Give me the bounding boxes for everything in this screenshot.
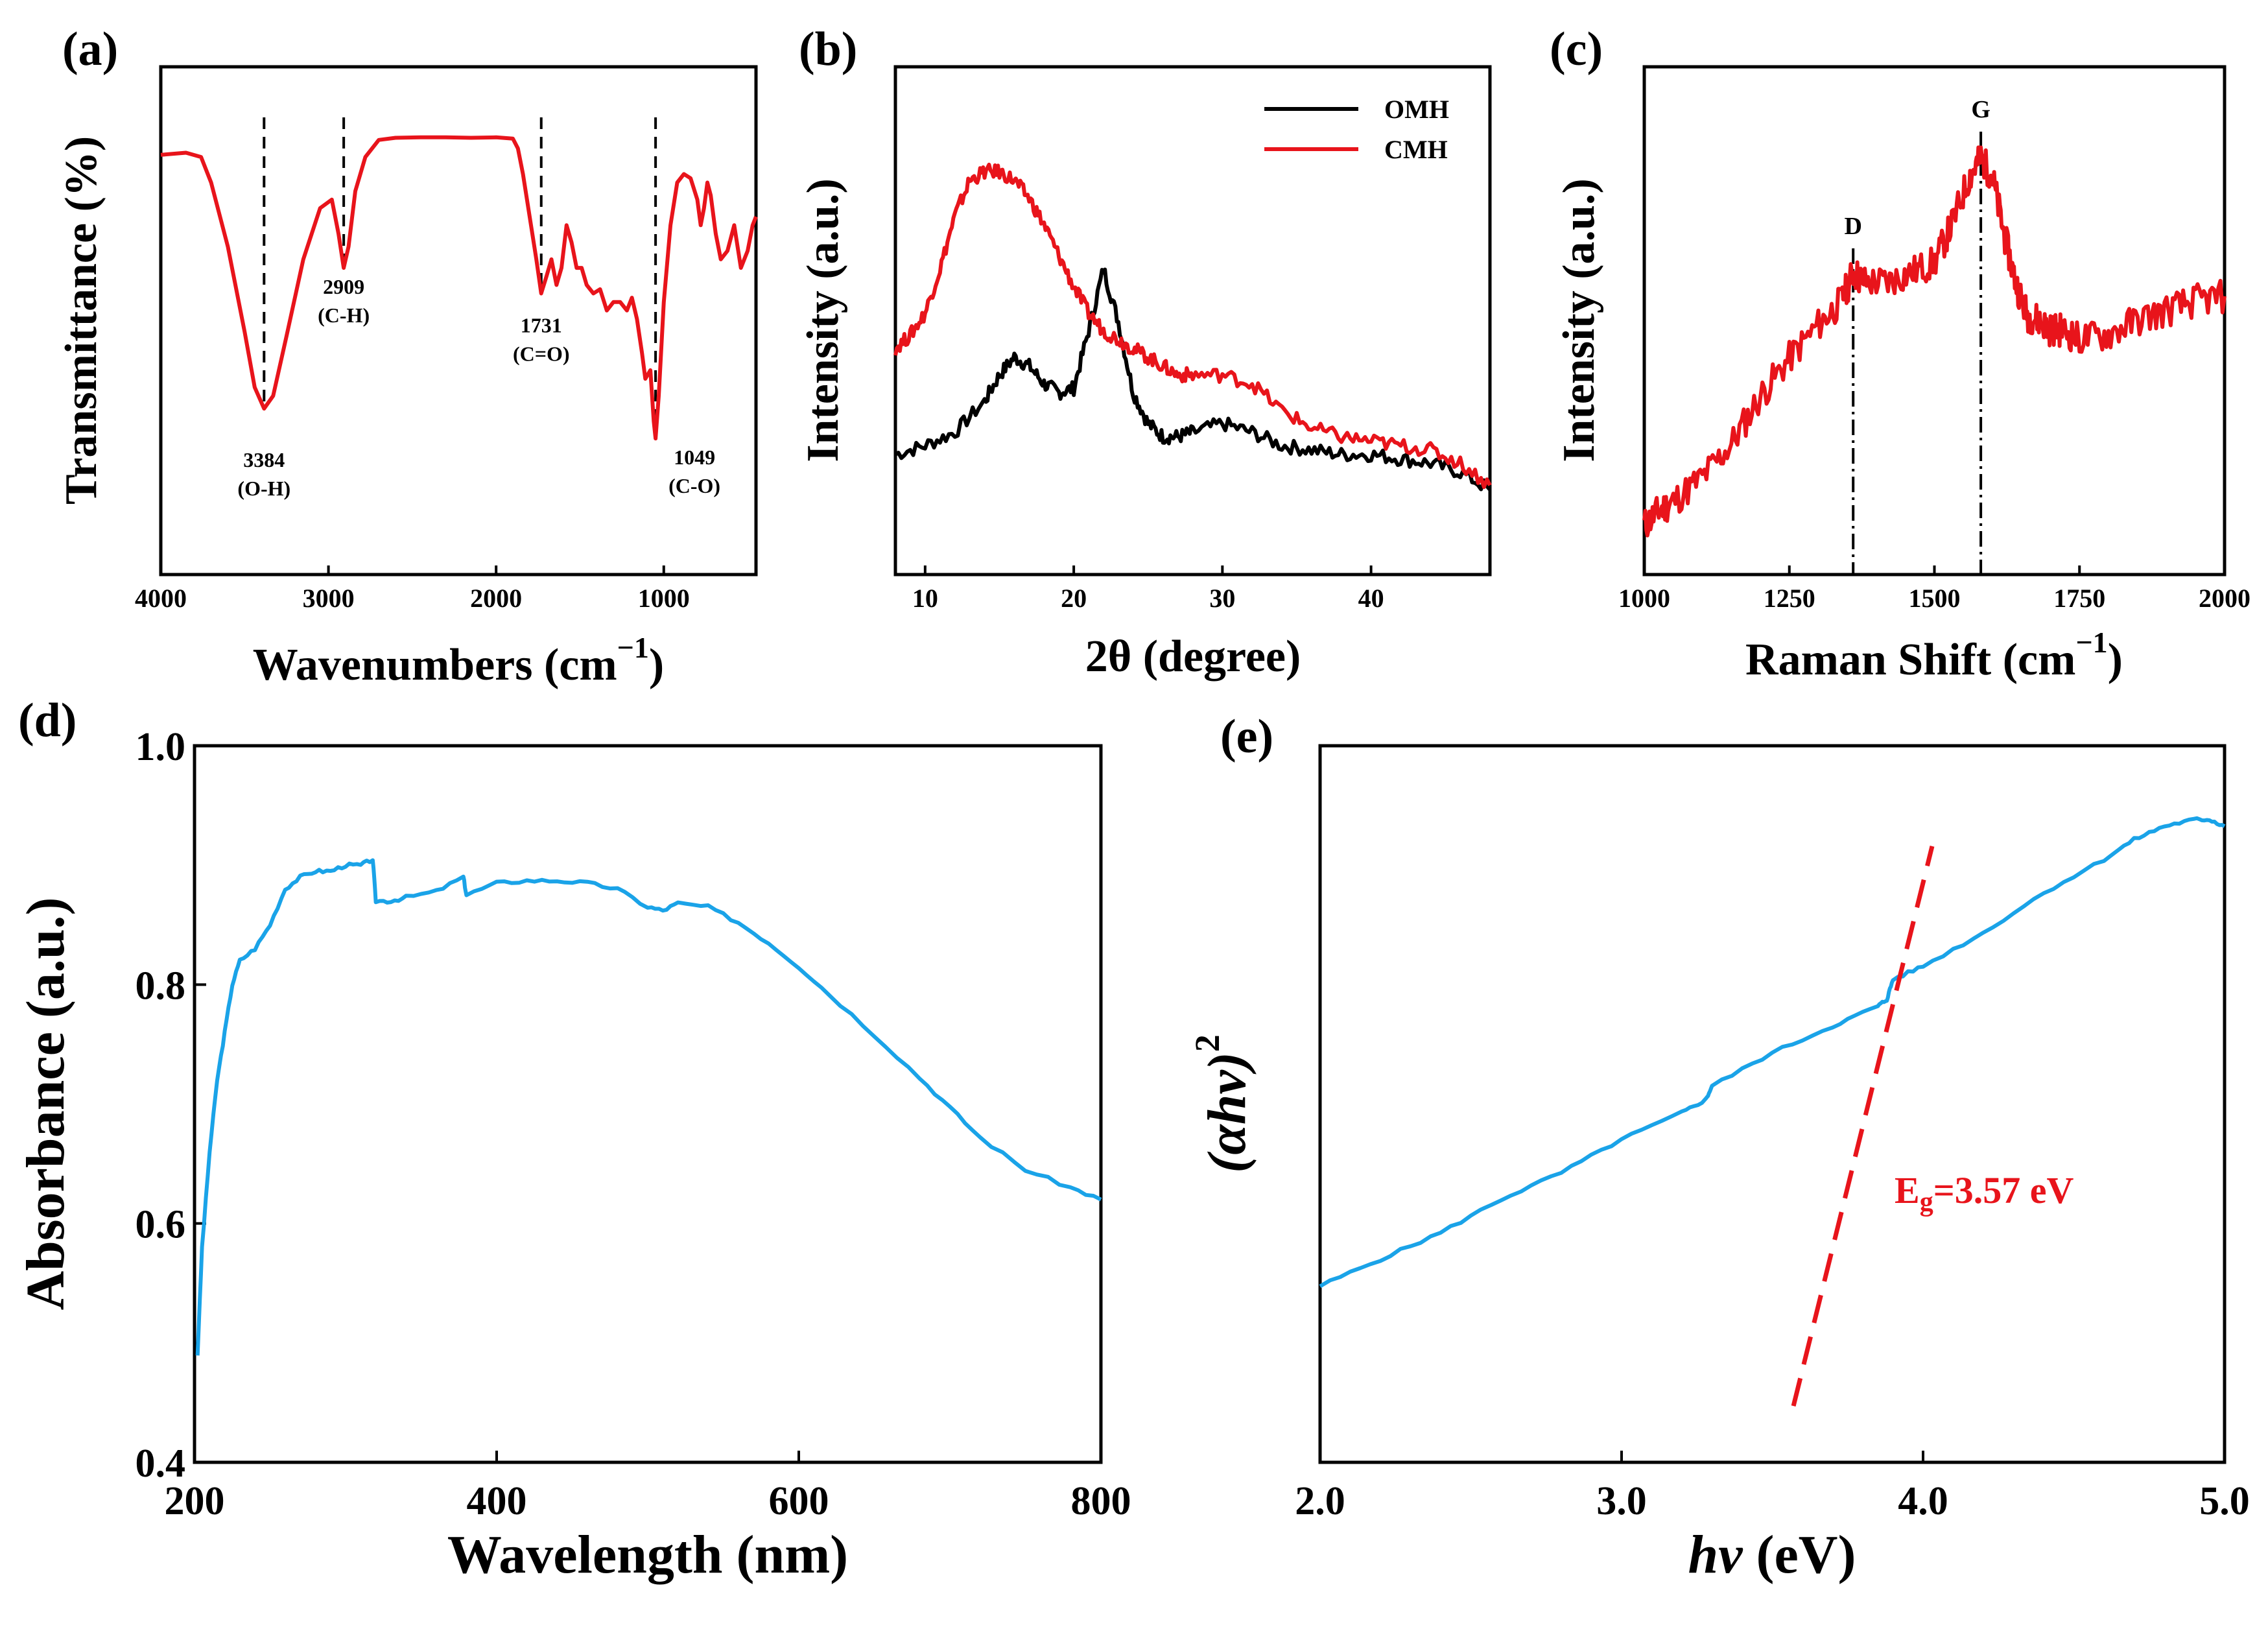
x-axis-label-a: Wavenumbers (cm−1) <box>253 631 664 690</box>
panel-a-ftir: (a) 4000 3000 2000 1000 3384 (O-H) 2909 (C-H) 17… <box>56 23 758 690</box>
x-tick-label-a: 2000 <box>470 584 522 613</box>
plot-frame-b <box>893 65 1492 576</box>
y-axis-label-e-sup: 2 <box>1188 1034 1227 1052</box>
x-axis-label-b: 2θ (degree) <box>1085 632 1301 682</box>
x-axis-label-a-close: ) <box>649 640 664 690</box>
x-tick-label-b: 30 <box>1209 584 1235 613</box>
x-tick-label-c: 1250 <box>1764 584 1815 613</box>
bandgap-label-e: E <box>1895 1169 1920 1211</box>
x-axis-label-c-main: Raman Shift (cm <box>1745 635 2075 685</box>
x-tick-label-b: 10 <box>912 584 938 613</box>
bandgap-label-rest: =3.57 eV <box>1933 1169 2074 1211</box>
x-tick-label-d: 600 <box>769 1479 829 1523</box>
x-tick-label-d: 200 <box>165 1479 225 1523</box>
y-axis-label-d: Absorbance (a.u.) <box>16 897 76 1310</box>
annotation-3384-value: 3384 <box>243 448 285 471</box>
x-tick-label-b: 40 <box>1358 584 1384 613</box>
panel-e-tauc: (e) 2.0 3.0 4.0 5.0 Eg=3.57 eV hν (eV) (αhν… <box>1188 710 2250 1585</box>
x-tick-label-a: 3000 <box>303 584 355 613</box>
series-d-uv-vis <box>195 858 1102 1356</box>
series-a-ftir <box>160 135 758 441</box>
annotation-1731-value: 1731 <box>521 314 562 337</box>
y-tick-label-d: 0.8 <box>136 964 186 1008</box>
x-tick-label-c: 1500 <box>1909 584 1961 613</box>
y-axis-label-a: Transmittance (%) <box>56 136 106 505</box>
x-tick-label-c: 1000 <box>1618 584 1670 613</box>
x-tick-label-e: 5.0 <box>2199 1479 2250 1523</box>
annotation-1049-value: 1049 <box>674 446 715 469</box>
x-tick-label-e: 2.0 <box>1295 1479 1345 1523</box>
x-axis-label-a-sup: −1 <box>617 631 649 664</box>
peak-label-D: D <box>1844 213 1861 240</box>
x-axis-label-a-main: Wavenumbers (cm <box>253 640 617 690</box>
panel-label-c: (c) <box>1550 23 1603 76</box>
x-tick-label-d: 400 <box>467 1479 527 1523</box>
series-b-cmh <box>893 162 1492 490</box>
panel-label-d: (d) <box>18 694 77 747</box>
panel-label-a: (a) <box>62 23 118 76</box>
x-tick-label-c: 1750 <box>2053 584 2105 613</box>
plot-frame-d <box>193 744 1103 1464</box>
panel-b-xrd: (b) 10 20 30 40 OMH CMH 2θ (degree) Intensi… <box>798 23 1492 682</box>
marks-d: 200 400 600 800 0.4 0.6 0.8 1.0 <box>136 725 1131 1523</box>
x-tick-label-d: 800 <box>1071 1479 1131 1523</box>
marks-b: 10 20 30 40 <box>893 162 1492 613</box>
series-e-tauc <box>1319 816 2226 1289</box>
x-axis-label-e: hν (eV) <box>1688 1525 1856 1585</box>
y-axis-label-e: (αhν)2 <box>1188 1034 1257 1172</box>
y-axis-label-c: Intensity (a.u.) <box>1554 178 1604 462</box>
x-axis-label-c: Raman Shift (cm−1) <box>1745 626 2123 685</box>
panel-label-e: (e) <box>1220 710 1273 763</box>
legend-label-cmh: CMH <box>1384 135 1448 164</box>
y-tick-label-d: 0.4 <box>136 1442 186 1486</box>
marks-c: 1000 1250 1500 1750 2000 D G <box>1618 96 2250 613</box>
panel-d-uvvis: (d) 200 400 600 800 0.4 0.6 0.8 1.0 Wavelength … <box>16 694 1131 1585</box>
annotation-3384-group: (O-H) <box>237 477 290 500</box>
x-tick-label-b: 20 <box>1061 584 1087 613</box>
x-axis-label-e-main: (eV) <box>1743 1525 1856 1585</box>
annotation-2909-group: (C-H) <box>318 303 370 327</box>
annotation-1049-group: (C-O) <box>668 474 720 497</box>
panel-label-b: (b) <box>799 23 857 76</box>
legend-b: OMH CMH <box>1264 95 1449 164</box>
peak-label-G: G <box>1971 96 1990 123</box>
annotation-1731-group: (C=O) <box>513 342 570 366</box>
x-axis-label-c-sup: −1 <box>2075 626 2107 659</box>
annotation-2909-value: 2909 <box>323 275 364 298</box>
x-tick-label-a: 1000 <box>638 584 690 613</box>
bandgap-label-sub: g <box>1920 1187 1933 1217</box>
marks-e: 2.0 3.0 4.0 5.0 <box>1295 816 2250 1523</box>
series-c-raman <box>1642 145 2227 538</box>
y-axis-label-b: Intensity (a.u.) <box>798 178 848 462</box>
series-e-tangent <box>1791 846 1935 1407</box>
y-tick-label-d: 1.0 <box>136 725 186 769</box>
marks-a: 4000 3000 2000 1000 3384 (O-H) 2909 (C-H) 1731 (C… <box>135 117 758 613</box>
bandgap-label: Eg=3.57 eV <box>1895 1169 2073 1217</box>
y-tick-label-d: 0.6 <box>136 1203 186 1247</box>
legend-label-omh: OMH <box>1384 95 1449 124</box>
x-axis-label-c-close: ) <box>2108 635 2123 685</box>
x-tick-label-e: 3.0 <box>1596 1479 1647 1523</box>
x-axis-label-d: Wavelength (nm) <box>447 1525 848 1585</box>
panel-c-raman: (c) 1000 1250 1500 1750 2000 D G Raman Shift (… <box>1550 23 2250 685</box>
plot-frame-e <box>1318 744 2227 1464</box>
x-tick-label-e: 4.0 <box>1898 1479 1948 1523</box>
plot-frame-a <box>159 65 758 576</box>
x-tick-label-a: 4000 <box>135 584 187 613</box>
y-axis-label-e-main: (αhν) <box>1197 1052 1257 1172</box>
x-axis-label-e-italic: hν <box>1688 1525 1744 1585</box>
x-tick-label-c: 2000 <box>2199 584 2250 613</box>
series-b-omh <box>894 267 1492 492</box>
